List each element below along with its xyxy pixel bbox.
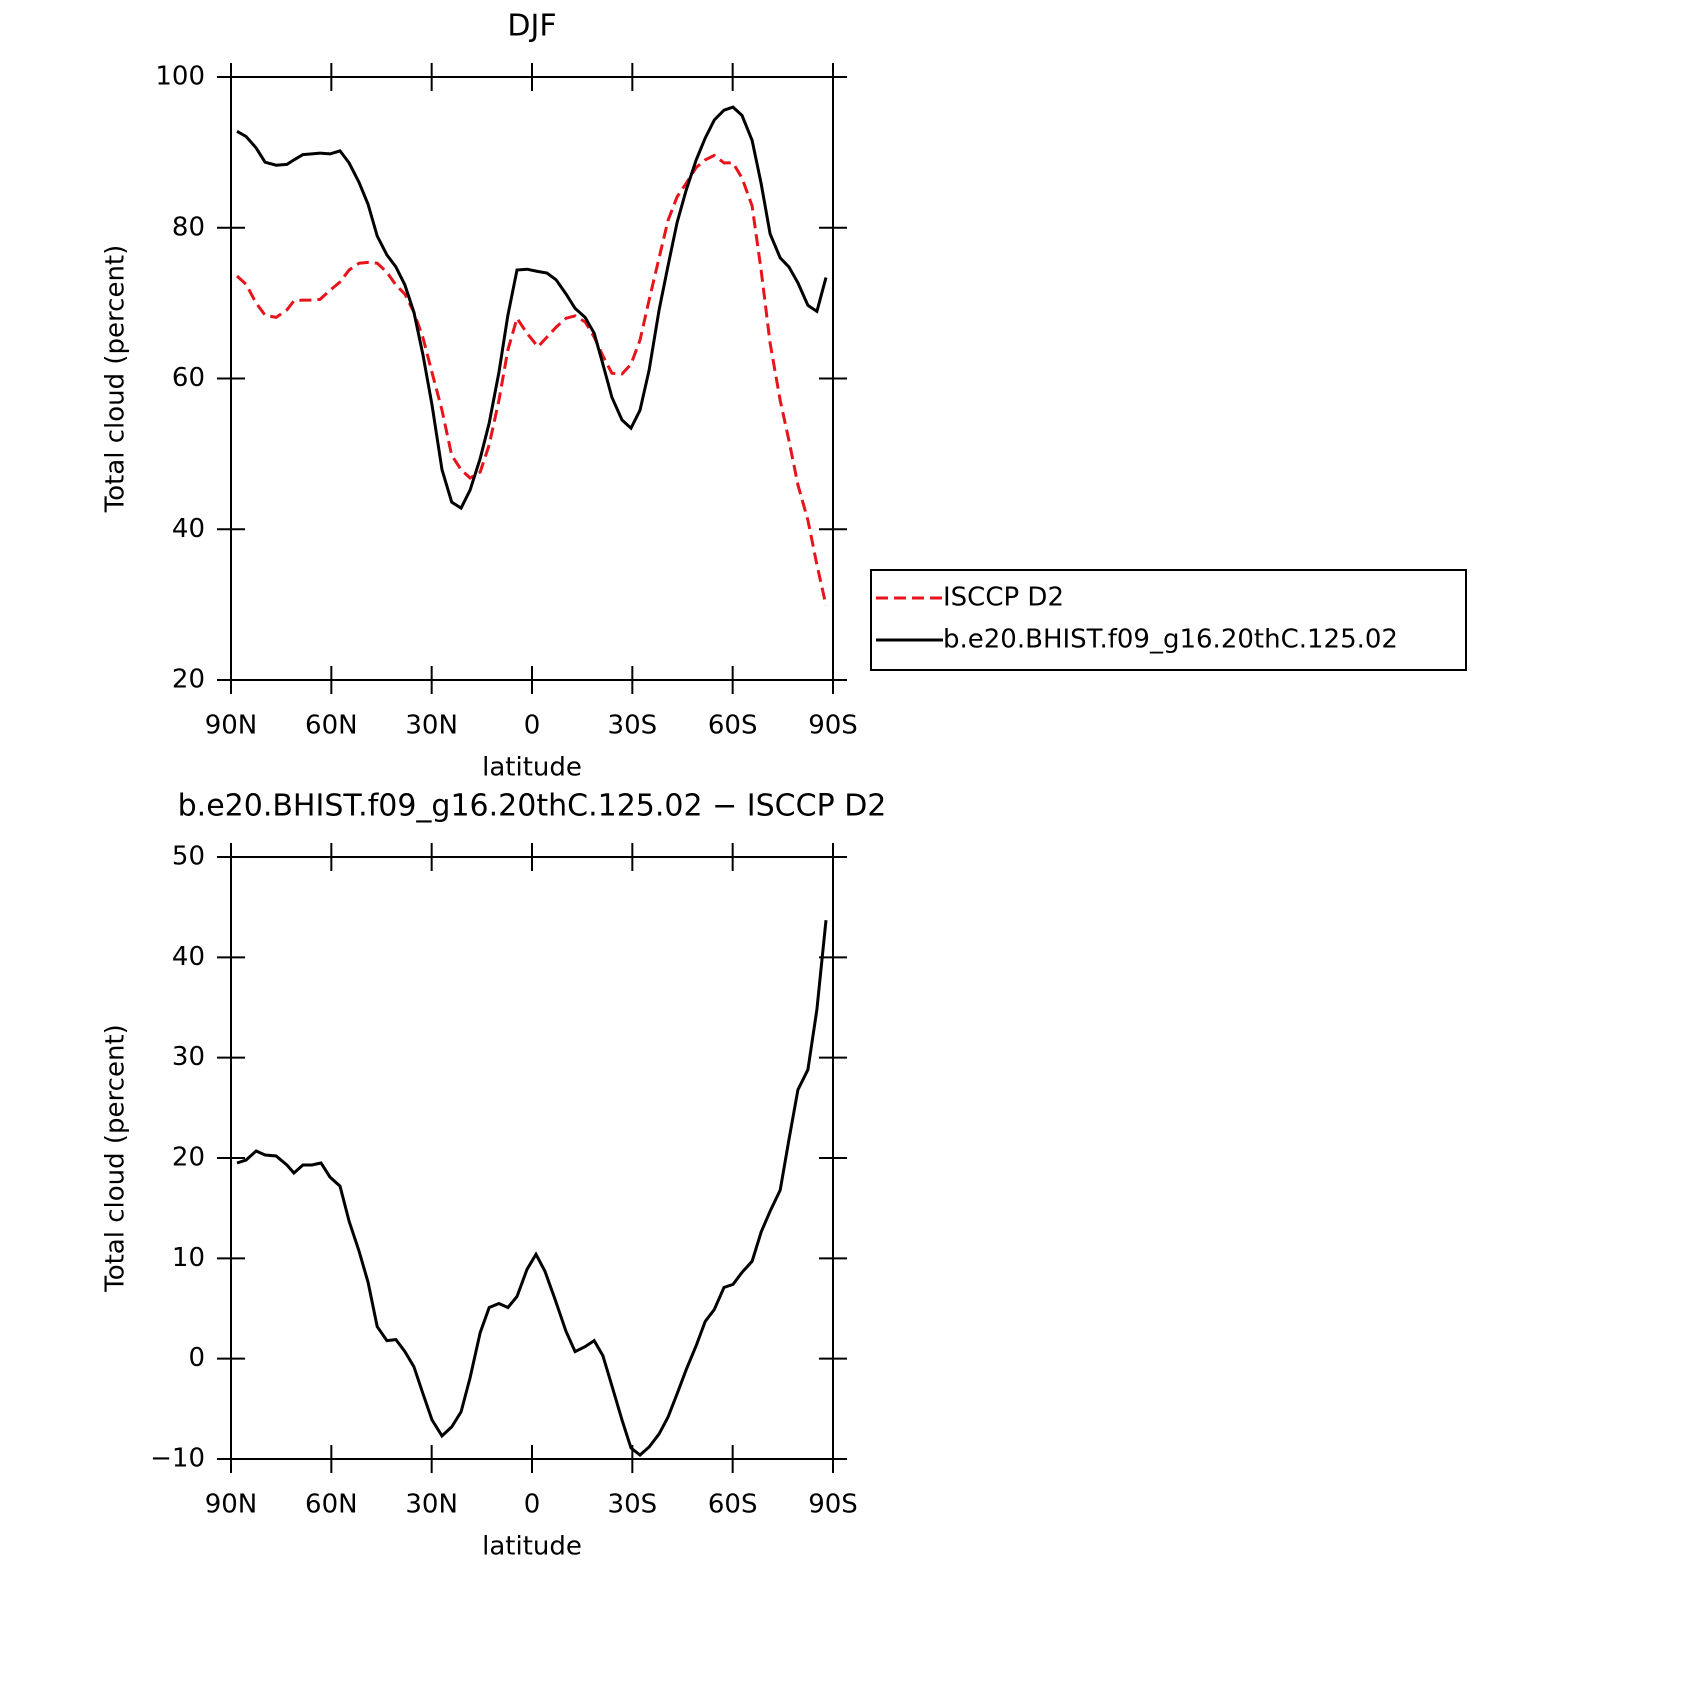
x-tick-label: 0	[524, 711, 541, 741]
y-axis-label: Total cloud (percent)	[101, 1024, 131, 1293]
y-tick-label: 60	[172, 363, 205, 393]
y-tick-label: 20	[172, 665, 205, 695]
y-axis-label: Total cloud (percent)	[101, 245, 131, 514]
x-tick-label: 30N	[405, 1490, 458, 1520]
x-tick-label: 90S	[808, 711, 858, 741]
y-tick-label: 20	[172, 1143, 205, 1173]
legend-label: b.e20.BHIST.f09_g16.20thC.125.02	[943, 625, 1398, 655]
y-tick-label: 100	[155, 62, 205, 92]
x-tick-label: 30S	[608, 1490, 658, 1520]
x-tick-label: 60S	[708, 1490, 758, 1520]
y-tick-label: 0	[188, 1343, 205, 1373]
data-line	[236, 920, 828, 1457]
y-tick-label: −10	[150, 1444, 205, 1474]
y-tick-label: 50	[172, 842, 205, 872]
x-axis-label: latitude	[482, 1532, 582, 1562]
chart-title: DJF	[507, 9, 556, 44]
x-tick-label: 90N	[205, 711, 258, 741]
y-tick-label: 30	[172, 1042, 205, 1072]
x-tick-label: 30S	[608, 711, 658, 741]
x-tick-label: 90N	[205, 1490, 258, 1520]
legend-box	[870, 569, 1467, 671]
x-tick-label: 60N	[305, 1490, 358, 1520]
y-tick-label: 40	[172, 514, 205, 544]
data-line	[235, 153, 828, 606]
x-tick-label: 0	[524, 1490, 541, 1520]
plot-frame	[230, 856, 834, 1460]
chart-title: b.e20.BHIST.f09_g16.20thC.125.02 − ISCCP…	[178, 789, 887, 824]
x-tick-label: 60S	[708, 711, 758, 741]
y-tick-label: 10	[172, 1243, 205, 1273]
y-tick-label: 80	[172, 212, 205, 242]
data-line	[236, 105, 828, 511]
y-tick-label: 40	[172, 942, 205, 972]
x-tick-label: 30N	[405, 711, 458, 741]
x-tick-label: 60N	[305, 711, 358, 741]
x-tick-label: 90S	[808, 1490, 858, 1520]
legend-label: ISCCP D2	[943, 583, 1064, 613]
x-axis-label: latitude	[482, 753, 582, 783]
plot-frame	[230, 76, 834, 681]
